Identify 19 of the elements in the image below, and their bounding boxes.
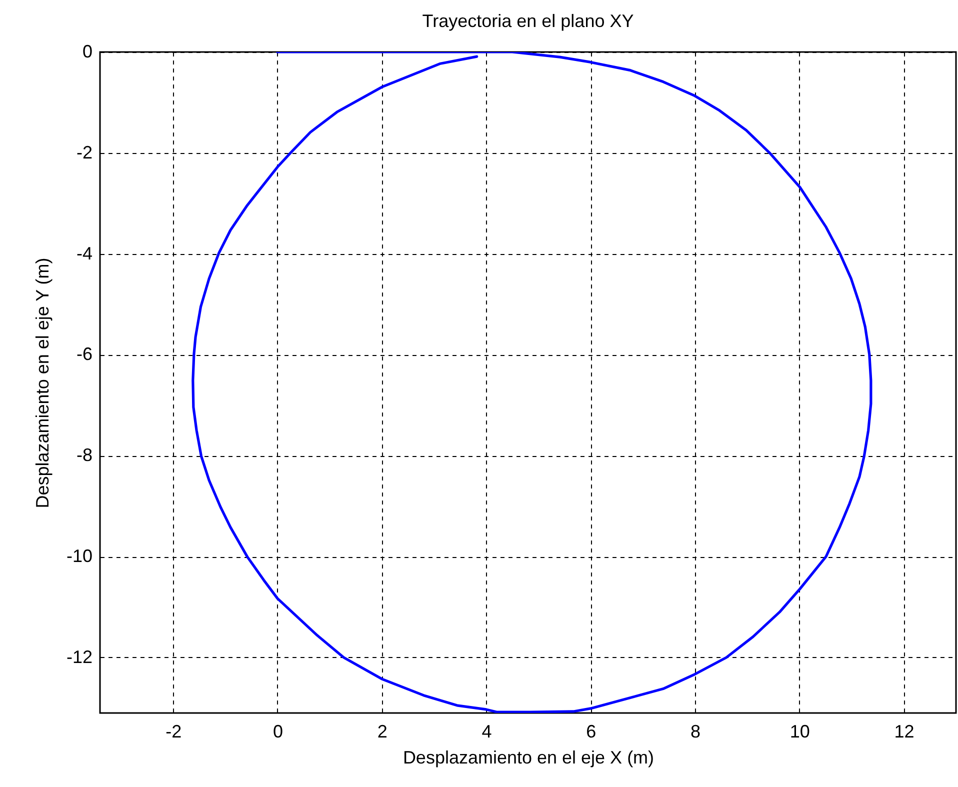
x-tick-label: -2 [166, 722, 182, 742]
y-tick-label: -10 [66, 546, 92, 566]
x-tick-label: 6 [586, 722, 596, 742]
x-tick-label: 10 [790, 722, 810, 742]
y-tick-label: -12 [66, 646, 92, 667]
y-tick-label: -8 [76, 445, 92, 466]
y-tick-label: -6 [76, 344, 92, 364]
chart-title: Trayectoria en el plano XY [422, 11, 634, 31]
line-series [192, 52, 872, 713]
x-tick-label: 4 [482, 722, 492, 742]
x-axis-title: Desplazamiento en el eje X (m) [402, 748, 654, 768]
y-tick-label: 0 [82, 42, 92, 62]
x-tick-label: 8 [690, 722, 701, 742]
x-tick-label: 2 [377, 722, 388, 742]
y-axis-title: Desplazamiento en el eje Y (m) [32, 258, 52, 508]
y-tick-label: -2 [76, 142, 92, 162]
x-tick-label: 0 [272, 722, 283, 742]
x-tick-label: 12 [894, 722, 914, 742]
y-tick-label: -4 [76, 243, 92, 264]
